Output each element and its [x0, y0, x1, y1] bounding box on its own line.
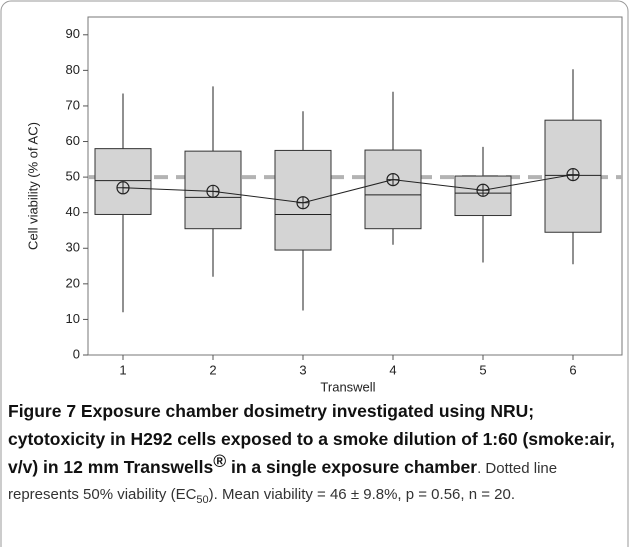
mean-cross [117, 181, 129, 194]
x-tick-label: 4 [389, 362, 396, 377]
y-tick-label: 40 [66, 204, 80, 219]
plot-frame [87, 16, 623, 356]
caption-text: 50 [196, 494, 209, 506]
y-tick-label: 50 [66, 169, 80, 184]
mean-line [122, 174, 574, 204]
y-tick-label: 90 [66, 26, 80, 41]
mean-cross [207, 185, 219, 198]
x-tick-label: 2 [209, 362, 216, 377]
x-tick-label: 3 [299, 362, 306, 377]
mean-cross [387, 173, 399, 186]
caption-text: . Dotted line represents 50% viability (… [8, 460, 558, 503]
y-tick-label: 30 [66, 240, 80, 255]
y-tick-label: 0 [73, 346, 80, 361]
y-axis-title: Cell viability (% of AC) [25, 122, 40, 250]
y-tick-label: 10 [66, 311, 80, 326]
caption-text: ® [213, 451, 227, 471]
mean-cross [567, 168, 579, 181]
caption: Figure 7 Exposure chamber dosimetry inve… [8, 398, 622, 508]
caption-text: in a single exposure chamber [226, 457, 478, 477]
x-axis-title: Transwell [320, 379, 375, 394]
y-tick-label: 60 [66, 133, 80, 148]
x-tick-label: 6 [569, 362, 576, 377]
y-tick-label: 20 [66, 275, 80, 290]
mean-cross [477, 184, 489, 197]
box [364, 149, 422, 230]
x-tick-label: 5 [479, 362, 486, 377]
caption-text: ). Mean viability = 46 ± 9.8%, p = 0.56,… [208, 486, 515, 503]
x-tick-label: 1 [119, 362, 126, 377]
y-tick-label: 70 [66, 97, 80, 112]
mean-cross [297, 196, 309, 209]
caption-text: Figure 7 Exposure chamber dosimetry inve… [8, 401, 615, 477]
y-tick-label: 80 [66, 62, 80, 77]
